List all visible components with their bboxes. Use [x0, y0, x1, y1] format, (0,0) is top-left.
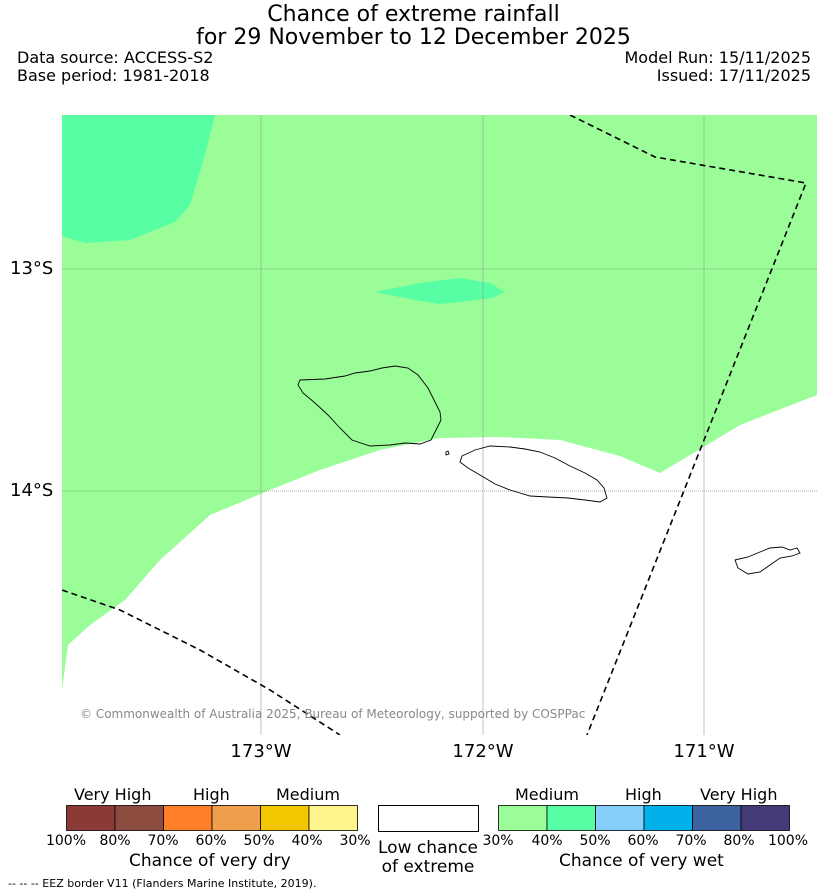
dry-tick-40: 40%: [291, 833, 323, 849]
chart-title-line1: Chance of extreme rainfall: [267, 2, 560, 27]
wet-swatch-2: [595, 805, 645, 831]
wet-tick-30: 30%: [482, 833, 514, 849]
dry-tick-100: 100%: [45, 833, 87, 849]
wet-tick-80: 80%: [723, 833, 755, 849]
wet-swatch-4: [692, 805, 742, 831]
dry-swatch-0: [66, 805, 116, 831]
island-manono: [445, 450, 450, 456]
dry-tick-50: 50%: [243, 833, 275, 849]
lon-label-172w: 172°W: [452, 741, 514, 762]
legend-dry-label: Chance of very dry: [129, 851, 291, 871]
dry-tick-70: 70%: [147, 833, 179, 849]
legend-low-swatch: [378, 805, 479, 832]
medium-wet-region: [62, 115, 817, 690]
island-tutuila: [734, 546, 801, 575]
legend-dry-high: High: [193, 785, 230, 804]
dry-swatch-3: [211, 805, 261, 831]
wet-swatch-3: [643, 805, 693, 831]
eez-border-east: [569, 115, 808, 735]
island-upolu: [459, 445, 608, 503]
dry-swatch-1: [114, 805, 164, 831]
legend-wet-very-high: Very High: [700, 785, 778, 804]
copyright-text: © Commonwealth of Australia 2025, Bureau…: [80, 707, 585, 721]
dry-tick-60: 60%: [195, 833, 227, 849]
lon-label-173w: 173°W: [230, 741, 292, 762]
wet-swatch-1: [546, 805, 596, 831]
legend-dry-very-high: Very High: [74, 785, 152, 804]
legend-low-line1: Low chance: [378, 838, 478, 858]
dry-swatch-5: [308, 805, 358, 831]
legend-wet-label: Chance of very wet: [559, 851, 724, 871]
wet-tick-50: 50%: [579, 833, 611, 849]
data-source: Data source: ACCESS-S2: [17, 48, 214, 67]
wet-tick-100: 100%: [767, 833, 809, 849]
lat-label-13s: 13°S: [10, 258, 54, 279]
dry-tick-30: 30%: [339, 833, 371, 849]
issued-date: Issued: 17/11/2025: [656, 66, 811, 85]
chart-title-line2: for 29 November to 12 December 2025: [196, 25, 631, 50]
legend-dry-medium: Medium: [276, 785, 340, 804]
wet-tick-70: 70%: [675, 833, 707, 849]
eez-footnote: -- -- -- EEZ border V11 (Flanders Marine…: [8, 877, 317, 890]
model-run: Model Run: 15/11/2025: [624, 48, 812, 67]
legend-low-line2: of extreme: [381, 857, 475, 877]
dry-swatch-4: [260, 805, 310, 831]
lon-label-171w: 171°W: [673, 741, 735, 762]
wet-tick-40: 40%: [531, 833, 563, 849]
wet-swatch-0: [498, 805, 548, 831]
legend-wet-colorbar: [498, 805, 790, 831]
higher-wet-region-nw: [62, 115, 215, 243]
eez-border-west: [62, 589, 341, 735]
dry-swatch-2: [163, 805, 213, 831]
wet-swatch-5: [740, 805, 790, 831]
legend-dry-colorbar: [66, 805, 358, 831]
wet-tick-60: 60%: [627, 833, 659, 849]
legend-wet-high: High: [625, 785, 662, 804]
dry-tick-80: 80%: [99, 833, 131, 849]
higher-wet-region-center: [375, 278, 505, 304]
island-savaii: [297, 365, 442, 447]
legend-wet-medium: Medium: [515, 785, 579, 804]
base-period: Base period: 1981-2018: [17, 66, 210, 85]
lat-label-14s: 14°S: [10, 480, 54, 501]
